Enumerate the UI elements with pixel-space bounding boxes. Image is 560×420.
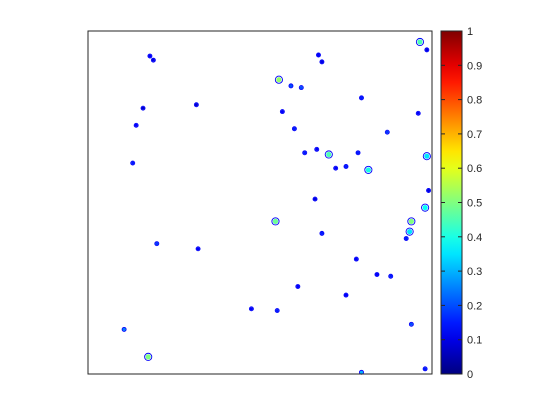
data-spot	[353, 256, 359, 262]
data-spot	[140, 105, 146, 111]
data-spot	[319, 59, 325, 65]
data-spot	[279, 109, 285, 115]
data-spot	[324, 150, 333, 159]
data-spot	[271, 217, 280, 226]
data-spot	[154, 241, 160, 247]
data-spot	[312, 196, 318, 202]
data-spot	[295, 284, 301, 289]
data-spot	[193, 102, 199, 108]
data-spot	[408, 321, 414, 327]
data-spot	[288, 83, 294, 89]
data-spot	[355, 150, 361, 156]
data-spot	[421, 203, 430, 212]
data-spot	[302, 150, 308, 156]
data-spot	[298, 85, 304, 91]
colorbar-ticks: 0 0.1 0.2 0.3 0.4 0.5 0.6 0.7 0.8 0.9 1	[441, 26, 482, 381]
data-spot	[422, 366, 428, 372]
colorbar-gradient	[441, 31, 462, 374]
colorbar-tick-label: 0.2	[467, 300, 482, 312]
data-spot	[195, 246, 201, 252]
colorbar-tick-label: 1	[467, 26, 473, 38]
data-spot	[343, 164, 349, 169]
data-spot	[374, 272, 380, 277]
data-spot	[248, 306, 254, 312]
plot-frame	[87, 30, 433, 375]
data-spot	[359, 95, 364, 101]
colorbar-tick-label: 0.9	[467, 60, 482, 72]
data-spot	[130, 160, 136, 166]
data-spot	[316, 52, 321, 58]
data-spot	[426, 188, 432, 193]
data-spot	[333, 165, 339, 171]
data-spot	[422, 152, 431, 161]
data-spot	[314, 146, 320, 152]
data-spots	[121, 37, 432, 375]
data-spot	[274, 75, 283, 84]
data-spot	[150, 57, 156, 63]
data-spot	[424, 47, 430, 53]
plot-area	[87, 30, 433, 375]
data-spot	[274, 308, 280, 313]
colorbar: 0 0.1 0.2 0.3 0.4 0.5 0.6 0.7 0.8 0.9 1	[440, 26, 482, 381]
data-spot	[415, 37, 425, 47]
data-spot	[133, 122, 139, 128]
plot-background	[88, 31, 432, 374]
data-spot	[319, 230, 325, 236]
data-spot	[121, 326, 127, 332]
data-spot	[384, 129, 390, 135]
colorbar-tick-label: 0.6	[467, 163, 482, 175]
data-spot	[291, 126, 297, 132]
data-spot	[403, 236, 409, 241]
colorbar-tick-label: 0.7	[467, 129, 482, 141]
data-spot	[388, 273, 394, 279]
data-spot	[415, 110, 421, 116]
colorbar-tick-label: 0.3	[467, 266, 482, 278]
colorbar-tick-label: 0.4	[467, 232, 482, 244]
data-spot	[405, 227, 414, 236]
data-spot	[147, 53, 153, 59]
data-spot	[343, 292, 349, 298]
colorbar-tick-label: 0	[467, 369, 473, 381]
colorbar-tick-label: 0.5	[467, 198, 482, 210]
data-spot	[407, 217, 416, 226]
data-spot	[144, 352, 153, 361]
colorbar-tick-label: 0.1	[467, 335, 482, 347]
colorbar-tick-label: 0.8	[467, 95, 482, 107]
data-spot	[364, 165, 373, 174]
